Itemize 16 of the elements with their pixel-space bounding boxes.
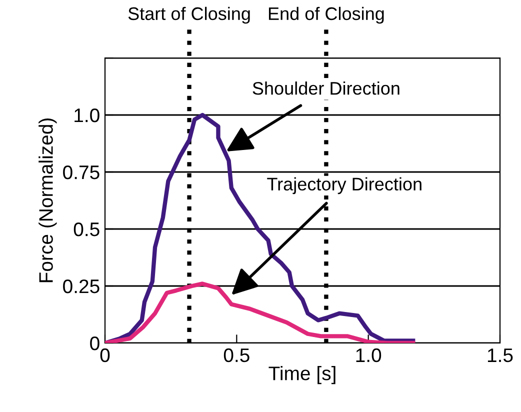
y-tick-label: 0 <box>90 336 100 350</box>
x-tick-label: 1.5 <box>488 348 513 362</box>
x-axis-title: Time [s] <box>268 366 336 384</box>
x-tick-label: 1.0 <box>356 348 382 362</box>
y-tick-label: 0.25 <box>63 279 100 294</box>
annotation: Shoulder Direction <box>252 82 400 95</box>
x-tick-label: 0 <box>100 348 110 362</box>
x-tick-label: 0.5 <box>224 348 250 362</box>
y-tick-label: 1.0 <box>74 108 100 122</box>
ref-line-label: Start of Closing <box>128 6 250 24</box>
line-series <box>105 282 416 343</box>
annotation: Trajectory Direction <box>267 177 422 194</box>
y-tick-label: 0.75 <box>63 165 100 180</box>
ref-line-label: End of Closing <box>268 6 384 24</box>
y-tick-label: 0.5 <box>74 222 100 236</box>
y-axis-title: Force (Normalized) <box>38 118 57 282</box>
